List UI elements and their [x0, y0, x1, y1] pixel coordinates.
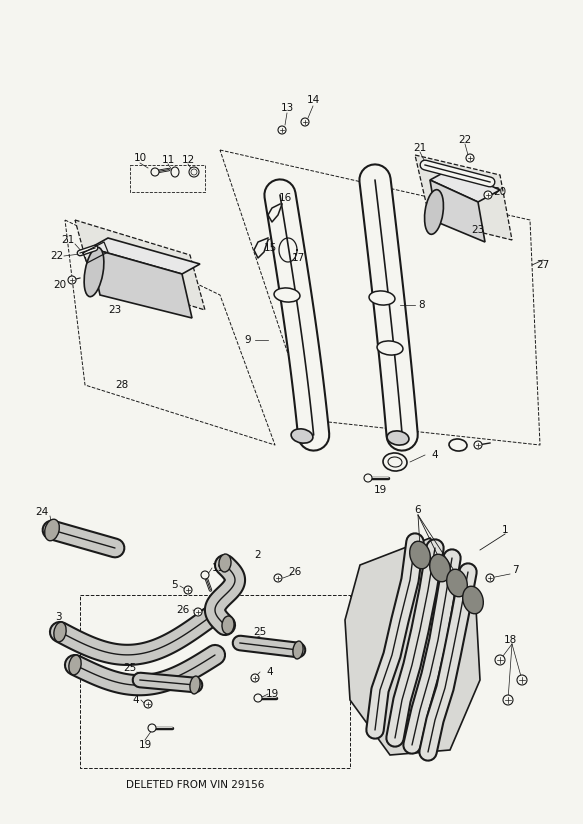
- Text: 3: 3: [55, 612, 61, 622]
- Text: 8: 8: [419, 300, 426, 310]
- Ellipse shape: [171, 167, 179, 177]
- Polygon shape: [345, 538, 480, 755]
- Circle shape: [274, 574, 282, 582]
- Circle shape: [151, 168, 159, 176]
- Text: 10: 10: [134, 153, 146, 163]
- Text: 18: 18: [503, 635, 517, 645]
- Circle shape: [144, 700, 152, 708]
- Circle shape: [201, 571, 209, 579]
- Text: DELETED FROM VIN 29156: DELETED FROM VIN 29156: [126, 780, 264, 790]
- Text: 16: 16: [278, 193, 292, 203]
- Text: 20: 20: [493, 187, 507, 197]
- Circle shape: [503, 695, 513, 705]
- Ellipse shape: [84, 247, 104, 297]
- Circle shape: [184, 586, 192, 594]
- Ellipse shape: [191, 169, 197, 175]
- Text: 7: 7: [512, 565, 518, 575]
- Circle shape: [486, 574, 494, 582]
- Text: 23: 23: [472, 225, 484, 235]
- Ellipse shape: [463, 586, 483, 614]
- Text: 19: 19: [373, 485, 387, 495]
- Ellipse shape: [190, 676, 200, 694]
- Text: 15: 15: [264, 243, 276, 253]
- Ellipse shape: [430, 555, 450, 582]
- Circle shape: [251, 674, 259, 682]
- Circle shape: [364, 474, 372, 482]
- Circle shape: [148, 724, 156, 732]
- Text: 23: 23: [108, 305, 122, 315]
- Ellipse shape: [449, 439, 467, 451]
- Polygon shape: [90, 248, 192, 318]
- Ellipse shape: [189, 167, 199, 177]
- Text: 4: 4: [431, 450, 438, 460]
- Text: 25: 25: [124, 663, 136, 673]
- Circle shape: [517, 675, 527, 685]
- Text: 1: 1: [502, 525, 508, 535]
- Circle shape: [466, 154, 474, 162]
- Polygon shape: [430, 168, 500, 202]
- Ellipse shape: [383, 453, 407, 471]
- Text: 28: 28: [115, 380, 129, 390]
- Text: 12: 12: [181, 155, 195, 165]
- Text: 25: 25: [254, 627, 266, 637]
- Polygon shape: [75, 220, 205, 310]
- Ellipse shape: [447, 569, 468, 597]
- Ellipse shape: [291, 428, 313, 443]
- Ellipse shape: [410, 541, 430, 569]
- Text: 21: 21: [413, 143, 427, 153]
- Text: 13: 13: [280, 103, 294, 113]
- Ellipse shape: [45, 519, 59, 541]
- Text: 14: 14: [307, 95, 319, 105]
- Ellipse shape: [369, 291, 395, 305]
- Text: 4: 4: [266, 667, 273, 677]
- Ellipse shape: [274, 288, 300, 302]
- Ellipse shape: [424, 190, 444, 234]
- Text: 26: 26: [177, 605, 189, 615]
- Circle shape: [474, 441, 482, 449]
- Text: 9: 9: [245, 335, 251, 345]
- Circle shape: [194, 608, 202, 616]
- Text: 19: 19: [138, 740, 152, 750]
- Text: 19: 19: [265, 689, 279, 699]
- Text: 6: 6: [415, 505, 422, 515]
- Text: 22: 22: [50, 251, 64, 261]
- Text: 26: 26: [289, 567, 301, 577]
- Polygon shape: [415, 155, 512, 240]
- Circle shape: [301, 118, 309, 126]
- Text: 20: 20: [54, 280, 66, 290]
- Ellipse shape: [387, 431, 409, 445]
- Circle shape: [254, 694, 262, 702]
- Text: 2: 2: [255, 550, 261, 560]
- Text: 19: 19: [212, 563, 224, 573]
- Ellipse shape: [222, 616, 234, 634]
- Ellipse shape: [293, 641, 303, 659]
- Text: 21: 21: [61, 235, 75, 245]
- Circle shape: [495, 655, 505, 665]
- Text: 5: 5: [171, 580, 178, 590]
- Text: 27: 27: [536, 260, 550, 270]
- Text: 22: 22: [458, 135, 472, 145]
- Ellipse shape: [388, 457, 402, 467]
- Text: 4: 4: [133, 695, 139, 705]
- Ellipse shape: [219, 554, 231, 572]
- Ellipse shape: [69, 655, 81, 675]
- Text: 11: 11: [161, 155, 175, 165]
- Polygon shape: [430, 180, 485, 242]
- Circle shape: [68, 276, 76, 284]
- Text: 24: 24: [36, 507, 48, 517]
- Text: 17: 17: [292, 253, 305, 263]
- Circle shape: [278, 126, 286, 134]
- Circle shape: [484, 191, 492, 199]
- Ellipse shape: [54, 622, 66, 642]
- Polygon shape: [90, 238, 200, 274]
- Ellipse shape: [377, 341, 403, 355]
